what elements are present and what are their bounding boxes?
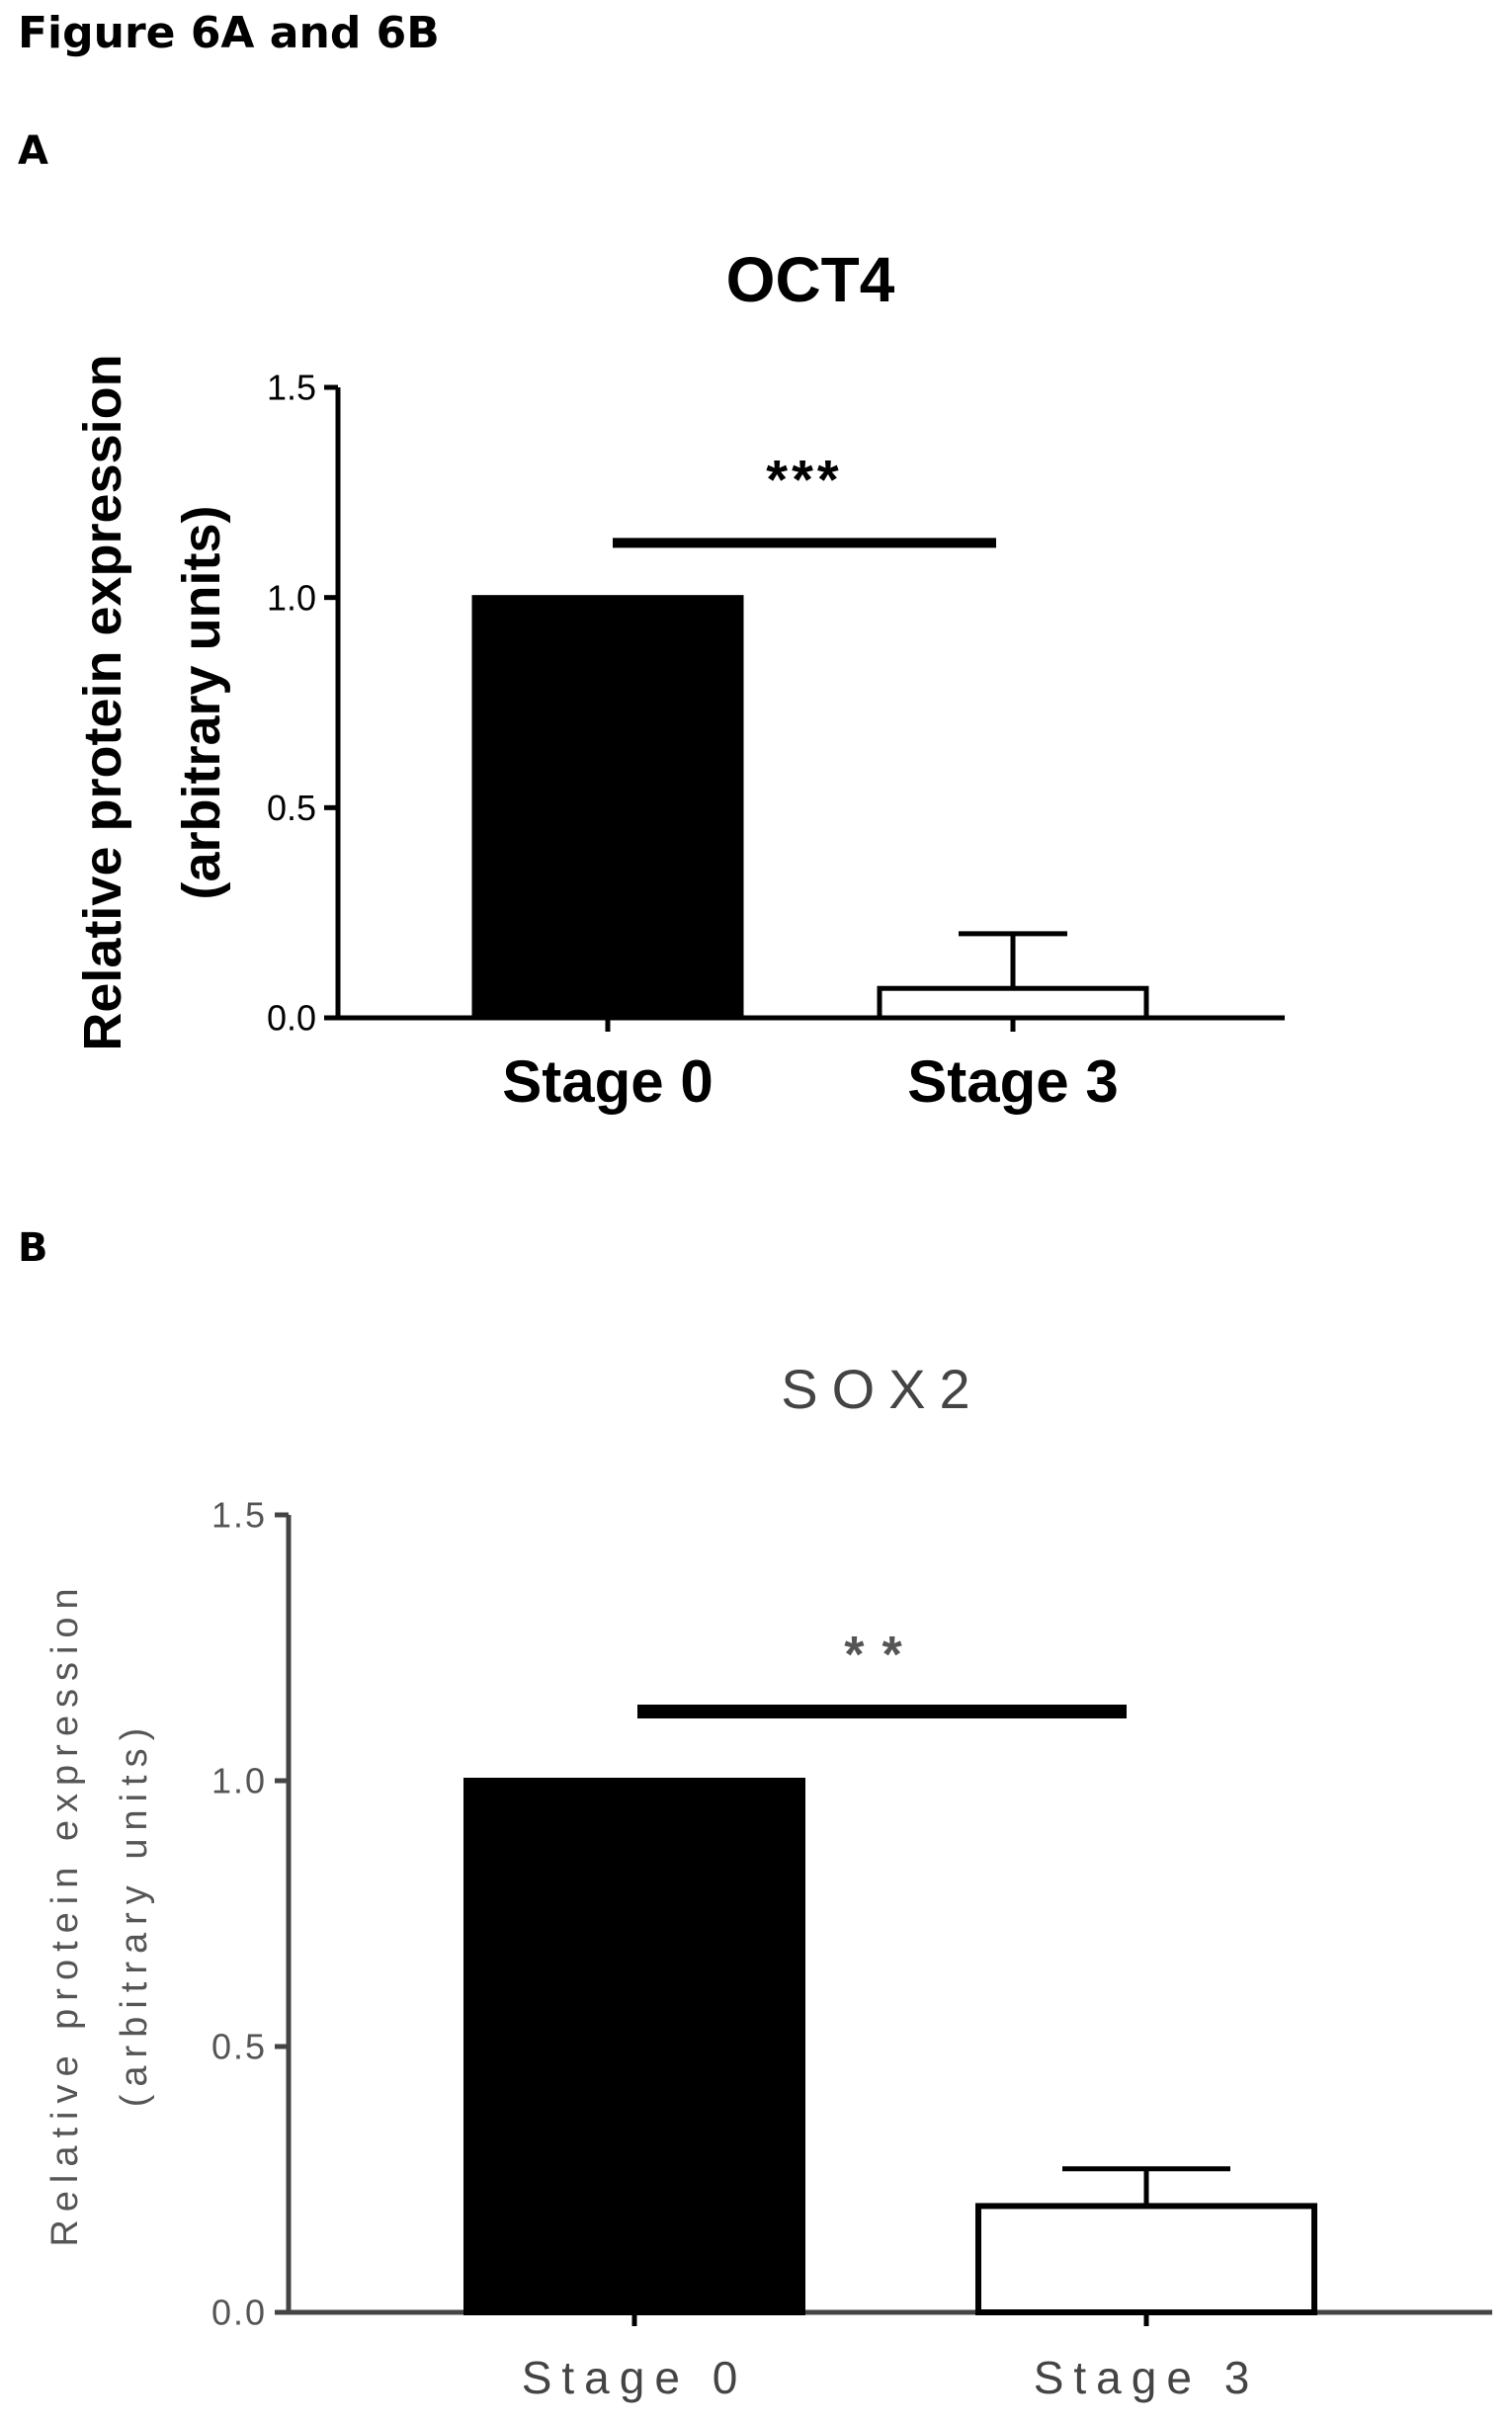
y-tick-label: 0.0: [211, 2293, 267, 2333]
x-tick-label: Stage 0: [522, 2352, 748, 2403]
y-tick-label: 1.0: [267, 577, 316, 618]
bar-stage-3: [877, 985, 1149, 1021]
significance-label: ***: [766, 448, 842, 510]
bar-stage-0: [463, 1778, 805, 2315]
chart-title: SOX2: [781, 1358, 983, 1420]
y-tick-label: 1.5: [211, 1495, 267, 1536]
y-axis-label: Relative protein expression: [44, 1580, 86, 2246]
x-tick-label: Stage 0: [502, 1048, 713, 1115]
y-tick-label: 1.0: [211, 1761, 267, 1801]
bar-stage-0: [471, 595, 744, 1021]
chart-oct4: OCT4 Relative protein expression (arbitrar…: [73, 244, 1285, 1115]
y-axis-label: Relative protein expression: [73, 354, 132, 1050]
y-axis-label-units: (arbitrary units): [114, 1720, 155, 2108]
significance-label: **: [844, 1627, 919, 1684]
x-tick-label: Stage 3: [907, 1048, 1118, 1115]
x-tick-label: Stage 3: [1034, 2352, 1260, 2403]
panel-label-b: B: [18, 1225, 48, 1271]
panel-label-a: A: [18, 128, 48, 174]
y-axis-label-units: (arbitrary units): [172, 505, 231, 899]
y-tick-label: 0.5: [211, 2027, 267, 2067]
bar-stage-3: [975, 2203, 1317, 2315]
chart-title: OCT4: [726, 244, 895, 315]
y-tick-label: 0.0: [267, 998, 316, 1039]
y-tick-label: 0.5: [267, 788, 316, 828]
figure-title: Figure 6A and 6B: [18, 8, 440, 58]
y-tick-label: 1.5: [267, 368, 316, 408]
